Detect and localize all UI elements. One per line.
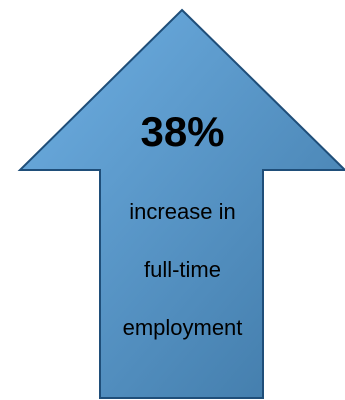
stat-caption-line-2: full-time bbox=[143, 257, 221, 282]
arrow-shape bbox=[17, 8, 345, 399]
stat-value: 38% bbox=[140, 108, 225, 155]
stat-caption-line-3: employment bbox=[122, 315, 243, 340]
stat-caption-line-1: increase in bbox=[129, 199, 236, 224]
